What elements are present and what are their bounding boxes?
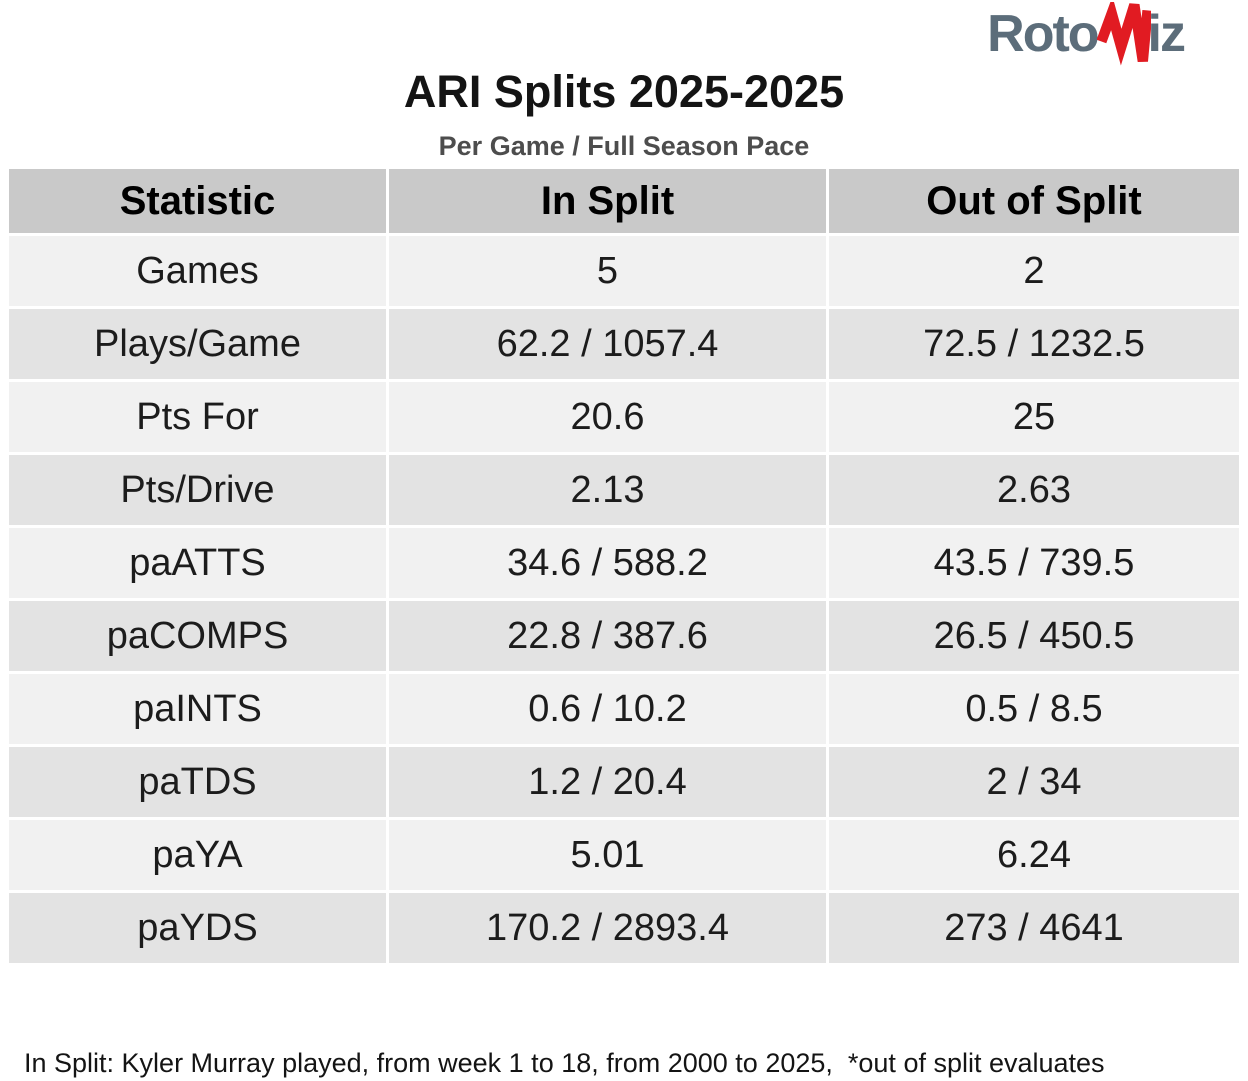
stat-value-cell: 170.2 / 2893.4 <box>389 893 826 963</box>
stat-value-cell: 72.5 / 1232.5 <box>829 309 1239 379</box>
stat-name-cell: Plays/Game <box>9 309 386 379</box>
table-row: Pts For 20.6 25 <box>9 382 1239 452</box>
stat-value-cell: 0.5 / 8.5 <box>829 674 1239 744</box>
table-header-row: Statistic In Split Out of Split <box>9 169 1239 233</box>
stat-value-cell: 5 <box>389 236 826 306</box>
stat-value-cell: 2 <box>829 236 1239 306</box>
stat-value-cell: 25 <box>829 382 1239 452</box>
page-subtitle: Per Game / Full Season Pace <box>438 131 810 161</box>
stat-name-cell: paYDS <box>9 893 386 963</box>
logo-text-iz: iz <box>1147 5 1186 63</box>
stat-value-cell: 22.8 / 387.6 <box>389 601 826 671</box>
splits-table: Statistic In Split Out of Split Games 5 2 P… <box>6 166 1242 966</box>
stat-value-cell: 5.01 <box>389 820 826 890</box>
stat-value-cell: 34.6 / 588.2 <box>389 528 826 598</box>
stat-name-cell: paTDS <box>9 747 386 817</box>
rotoviz-logo: Roto iz <box>987 2 1186 66</box>
stat-value-cell: 273 / 4641 <box>829 893 1239 963</box>
stat-value-cell: 6.24 <box>829 820 1239 890</box>
logo-text-roto: Roto <box>987 5 1099 63</box>
logo-red-zigzag-icon <box>1096 2 1151 66</box>
table-row: paCOMPS 22.8 / 387.6 26.5 / 450.5 <box>9 601 1239 671</box>
stat-value-cell: 26.5 / 450.5 <box>829 601 1239 671</box>
stat-value-cell: 20.6 <box>389 382 826 452</box>
table-row: paATTS 34.6 / 588.2 43.5 / 739.5 <box>9 528 1239 598</box>
table-row: paINTS 0.6 / 10.2 0.5 / 8.5 <box>9 674 1239 744</box>
table-row: paTDS 1.2 / 20.4 2 / 34 <box>9 747 1239 817</box>
stat-name-cell: paINTS <box>9 674 386 744</box>
stat-name-cell: Pts For <box>9 382 386 452</box>
column-header-in-split: In Split <box>389 169 826 233</box>
table-row: paYDS 170.2 / 2893.4 273 / 4641 <box>9 893 1239 963</box>
footnote-line-1: In Split: Kyler Murray played, from week… <box>24 1048 1105 1078</box>
stat-value-cell: 62.2 / 1057.4 <box>389 309 826 379</box>
stat-name-cell: paCOMPS <box>9 601 386 671</box>
stat-value-cell: 0.6 / 10.2 <box>389 674 826 744</box>
footnote: In Split: Kyler Murray played, from week… <box>0 971 1248 1081</box>
stat-value-cell: 2.63 <box>829 455 1239 525</box>
stat-name-cell: paYA <box>9 820 386 890</box>
stat-name-cell: Games <box>9 236 386 306</box>
stat-name-cell: Pts/Drive <box>9 455 386 525</box>
table-row: Games 5 2 <box>9 236 1239 306</box>
column-header-statistic: Statistic <box>9 169 386 233</box>
table-row: Pts/Drive 2.13 2.63 <box>9 455 1239 525</box>
stat-value-cell: 2 / 34 <box>829 747 1239 817</box>
page-title: ARI Splits 2025-2025 <box>403 66 845 117</box>
stat-name-cell: paATTS <box>9 528 386 598</box>
column-header-out-of-split: Out of Split <box>829 169 1239 233</box>
table-row: paYA 5.01 6.24 <box>9 820 1239 890</box>
stat-value-cell: 1.2 / 20.4 <box>389 747 826 817</box>
stat-value-cell: 43.5 / 739.5 <box>829 528 1239 598</box>
stats-table-body: Games 5 2 Plays/Game 62.2 / 1057.4 72.5 / 123… <box>9 236 1239 963</box>
stat-value-cell: 2.13 <box>389 455 826 525</box>
table-row: Plays/Game 62.2 / 1057.4 72.5 / 1232.5 <box>9 309 1239 379</box>
